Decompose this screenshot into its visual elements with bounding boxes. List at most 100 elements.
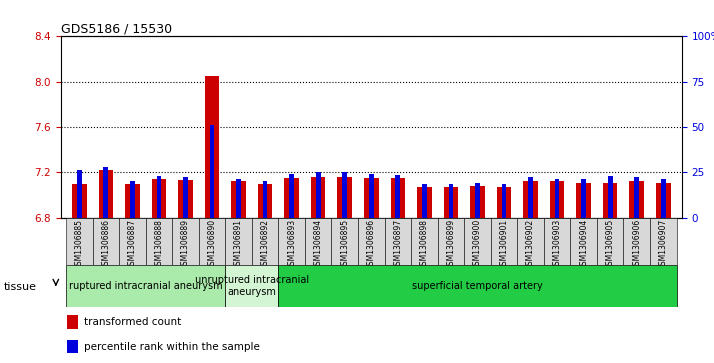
Text: unruptured intracranial
aneurysm: unruptured intracranial aneurysm [195,275,309,297]
Bar [656,183,670,218]
Text: GSM1306887: GSM1306887 [128,219,137,270]
Text: GSM1306906: GSM1306906 [632,219,641,270]
Text: GSM1306893: GSM1306893 [287,219,296,270]
Bar [385,218,411,265]
Bar [630,182,644,218]
Bar [635,177,639,218]
Text: GSM1306889: GSM1306889 [181,219,190,270]
Bar [661,179,665,218]
Text: GSM1306895: GSM1306895 [341,219,349,270]
Text: GSM1306886: GSM1306886 [101,219,111,270]
Text: GSM1306901: GSM1306901 [500,219,508,270]
Text: GSM1306903: GSM1306903 [553,219,562,270]
Bar [99,170,113,218]
Bar [491,218,517,265]
Text: GSM1306897: GSM1306897 [393,219,402,270]
Bar [93,218,119,265]
Bar [411,218,438,265]
FancyBboxPatch shape [278,265,677,307]
Bar [623,218,650,265]
Bar [528,177,533,218]
Text: GSM1306907: GSM1306907 [659,219,668,270]
Text: GSM1306892: GSM1306892 [261,219,270,270]
Bar [252,218,278,265]
Bar [502,184,506,218]
Text: GSM1306898: GSM1306898 [420,219,429,270]
Bar [443,187,458,218]
Text: GSM1306885: GSM1306885 [75,219,84,270]
Bar [198,218,226,265]
Bar [226,218,252,265]
Bar [358,218,385,265]
Bar [475,183,480,218]
Bar [364,178,378,218]
Bar [130,182,135,218]
FancyBboxPatch shape [66,265,226,307]
Text: percentile rank within the sample: percentile rank within the sample [84,342,260,352]
Bar [146,218,172,265]
Bar [258,184,273,218]
Bar [517,218,544,265]
Bar [581,179,586,218]
Text: GSM1306896: GSM1306896 [367,219,376,270]
Text: GSM1306894: GSM1306894 [313,219,323,270]
Bar [570,218,597,265]
Bar [104,167,108,218]
Text: GSM1306891: GSM1306891 [234,219,243,270]
Bar [263,182,268,218]
Bar [66,218,93,265]
Bar [172,218,198,265]
Bar [156,176,161,218]
Text: GSM1306905: GSM1306905 [605,219,615,270]
Text: GSM1306904: GSM1306904 [579,219,588,270]
Bar [608,176,613,218]
Bar [550,182,564,218]
Bar [77,170,81,218]
Bar [316,172,321,218]
Bar [603,183,618,218]
Bar [523,182,538,218]
Bar [178,180,193,218]
Text: transformed count: transformed count [84,317,181,327]
Bar [151,179,166,218]
Text: ruptured intracranial aneurysm: ruptured intracranial aneurysm [69,281,223,291]
Bar [119,218,146,265]
Text: GDS5186 / 15530: GDS5186 / 15530 [61,22,172,35]
Bar [72,184,86,218]
FancyBboxPatch shape [226,265,278,307]
Bar [231,182,246,218]
Bar [396,175,400,218]
Bar [278,218,305,265]
Bar [331,218,358,265]
Text: tissue: tissue [4,282,36,292]
Text: superficial temporal artery: superficial temporal artery [412,281,543,291]
Bar [67,340,78,354]
Text: GSM1306890: GSM1306890 [208,219,216,270]
Bar [67,315,78,329]
Text: GSM1306902: GSM1306902 [526,219,535,270]
Bar [391,178,405,218]
Text: GSM1306888: GSM1306888 [154,219,164,270]
Bar [311,177,326,218]
Bar [284,178,299,218]
Bar [470,186,485,218]
Bar [576,183,591,218]
Bar [438,218,464,265]
Bar [417,187,432,218]
Bar [650,218,677,265]
Bar [497,187,511,218]
Bar [125,184,140,218]
Bar [236,179,241,218]
Bar [183,177,188,218]
Text: GSM1306899: GSM1306899 [446,219,456,270]
Bar [464,218,491,265]
Bar [305,218,331,265]
Bar [289,174,294,218]
Bar [343,172,347,218]
Bar [205,76,219,218]
Bar [544,218,570,265]
Text: GSM1306900: GSM1306900 [473,219,482,270]
Bar [597,218,623,265]
Bar [422,184,427,218]
Bar [448,184,453,218]
